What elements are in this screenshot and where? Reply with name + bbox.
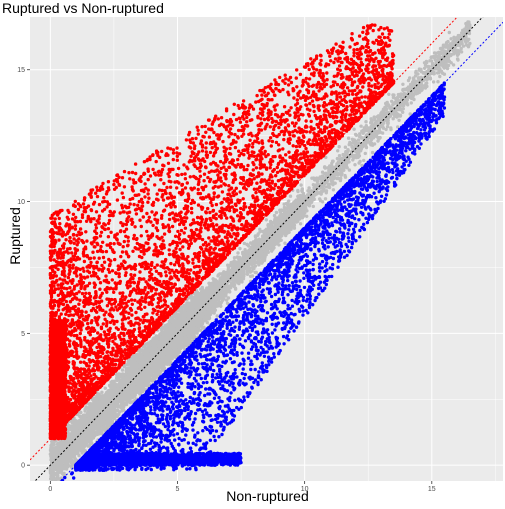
point-unchanged xyxy=(272,213,277,218)
point-unchanged xyxy=(337,145,341,149)
point-unchanged xyxy=(320,200,325,204)
point-unchanged xyxy=(370,150,375,155)
point-unchanged xyxy=(318,197,322,201)
point-unchanged xyxy=(100,390,104,394)
point-unchanged xyxy=(425,81,429,85)
point-unchanged xyxy=(250,274,255,278)
point-unchanged xyxy=(299,183,303,187)
point-unchanged xyxy=(352,127,356,131)
point-unchanged xyxy=(56,481,59,484)
point-unchanged xyxy=(449,37,453,41)
point-unchanged xyxy=(245,272,250,276)
chart-title: Ruptured vs Non-ruptured xyxy=(2,0,164,16)
x-axis-label: Non-ruptured xyxy=(0,488,505,504)
point-unchanged xyxy=(397,118,401,123)
point-unchanged xyxy=(238,246,242,251)
point-unchanged xyxy=(447,30,451,35)
point-unchanged xyxy=(401,82,405,87)
point-unchanged xyxy=(52,480,55,481)
point-unchanged xyxy=(311,204,315,209)
point-unchanged xyxy=(441,43,446,47)
point-unchanged xyxy=(346,136,351,140)
point-unchanged xyxy=(296,188,300,193)
point-unchanged xyxy=(422,66,427,71)
point-unchanged xyxy=(120,368,125,372)
point-unchanged xyxy=(464,36,468,40)
point-unchanged xyxy=(83,409,87,413)
point-unchanged xyxy=(274,210,279,215)
point-unchanged xyxy=(128,400,132,405)
point-unchanged xyxy=(232,256,237,260)
point-unchanged xyxy=(282,202,286,206)
point-unchanged xyxy=(222,270,226,274)
point-unchanged xyxy=(335,156,340,161)
point-unchanged xyxy=(363,151,367,156)
point-unchanged xyxy=(359,124,363,128)
point-unchanged xyxy=(307,186,311,190)
point-unchanged xyxy=(298,222,303,226)
point-unchanged xyxy=(269,219,273,224)
point-unchanged xyxy=(336,149,340,153)
point-unchanged xyxy=(406,78,411,83)
point-unchanged xyxy=(236,251,240,255)
data-points xyxy=(48,20,472,484)
